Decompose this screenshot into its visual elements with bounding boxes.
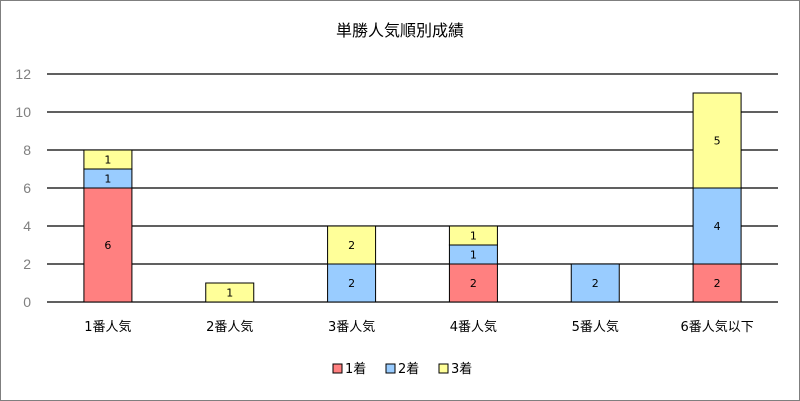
bar-segment [205, 282, 255, 303]
gridlines [47, 73, 778, 303]
y-tick-label: 2 [23, 256, 31, 272]
x-category-label: 5番人気 [572, 319, 619, 335]
y-tick-label: 4 [23, 218, 31, 234]
data-label: 1 [104, 154, 111, 167]
data-label: 4 [714, 220, 721, 233]
bar-segment [83, 187, 133, 303]
legend-label: 2着 [398, 361, 419, 377]
y-tick-label: 6 [23, 180, 31, 196]
data-label: 1 [470, 230, 477, 243]
y-tick-label: 12 [15, 66, 31, 82]
legend-swatch [332, 363, 343, 374]
bar-segment [692, 263, 742, 303]
data-label: 2 [470, 277, 477, 290]
legend-swatch [385, 363, 396, 374]
bar-segment [692, 92, 742, 189]
x-category-label: 1番人気 [84, 319, 131, 335]
bar-segment [448, 263, 498, 303]
bars: 6 1 1 1 2 2 2 1 1 2 2 4 5 [83, 92, 742, 303]
x-category-label: 4番人気 [450, 319, 497, 335]
x-axis-categories: 1番人気 2番人気 3番人気 4番人気 5番人気 6番人気以下 [84, 319, 753, 335]
bar-segment [83, 149, 133, 170]
data-label: 2 [348, 277, 355, 290]
y-axis-ticks: 0 2 4 6 8 10 12 [15, 66, 31, 310]
y-tick-label: 0 [23, 294, 31, 310]
data-label: 5 [714, 135, 721, 148]
data-label: 2 [592, 277, 599, 290]
data-label: 1 [470, 249, 477, 262]
y-tick-label: 8 [23, 142, 31, 158]
legend-swatch [438, 363, 449, 374]
legend-label: 3着 [451, 361, 472, 377]
data-label: 6 [104, 239, 111, 252]
data-label: 2 [348, 239, 355, 252]
bar-segment [327, 225, 377, 265]
x-category-label: 3番人気 [328, 319, 375, 335]
bar-segment [448, 225, 498, 246]
x-category-label: 2番人気 [206, 319, 253, 335]
bar-segment [327, 263, 377, 303]
y-tick-label: 10 [15, 104, 31, 120]
data-label: 1 [104, 173, 111, 186]
legend-label: 1着 [345, 361, 366, 377]
data-label: 2 [714, 277, 721, 290]
chart-title: 単勝人気順別成績 [336, 21, 464, 40]
data-label: 1 [226, 287, 233, 300]
legend: 1着 2着 3着 [332, 361, 472, 377]
x-category-label: 6番人気以下 [680, 319, 753, 335]
bar-segment [570, 263, 620, 303]
